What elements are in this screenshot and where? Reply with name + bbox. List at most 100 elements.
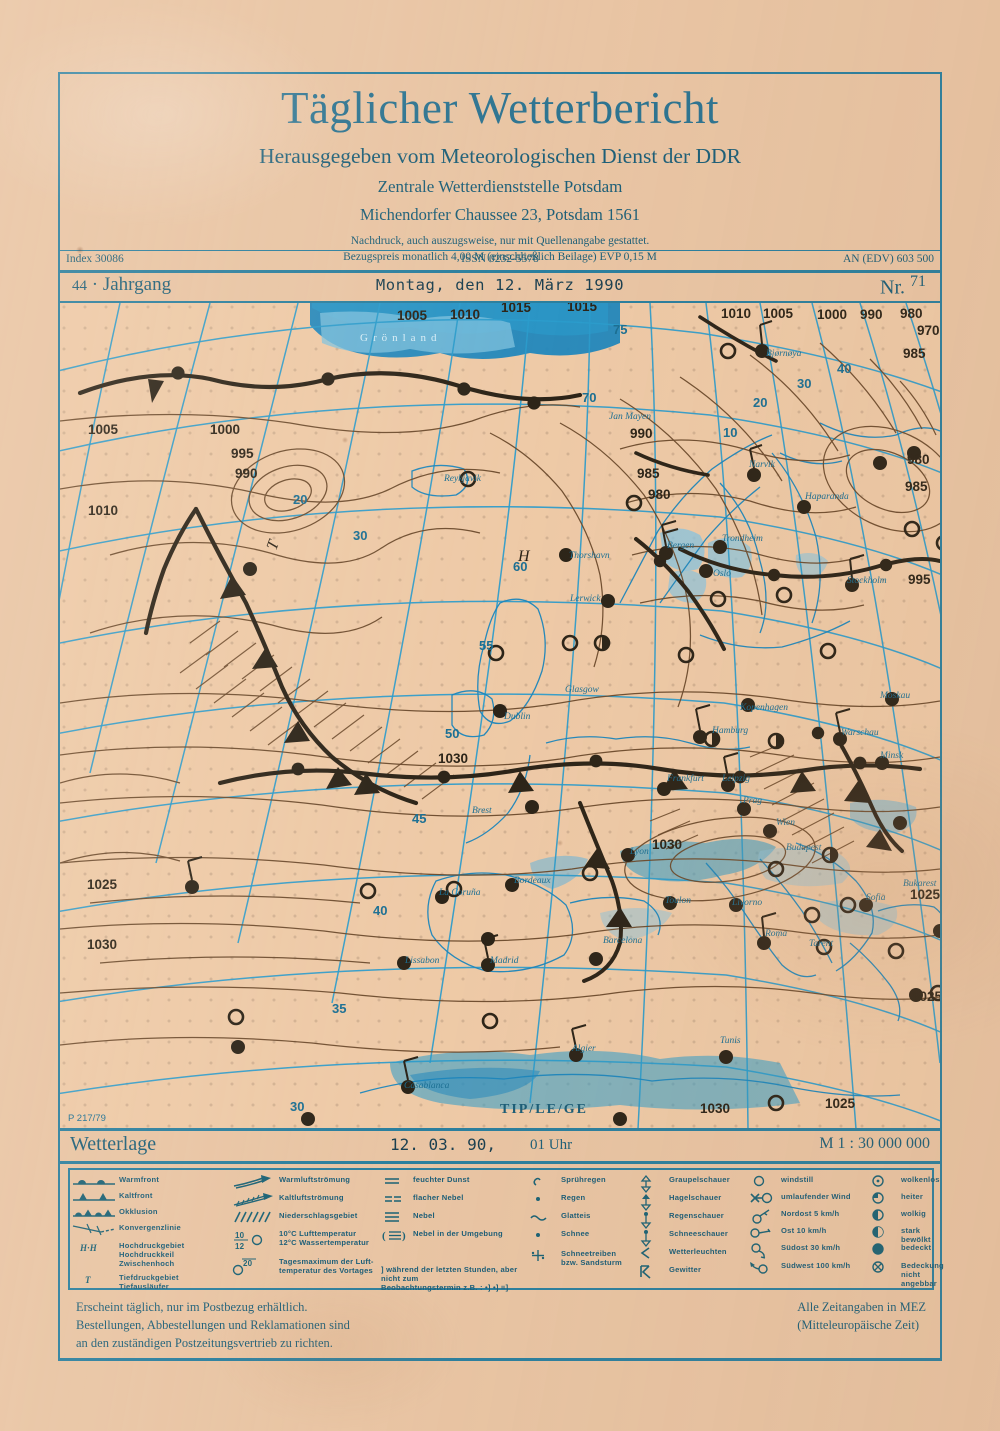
legend-column-flow: Warmluftströmung Kaltluftströmung Niedersc… <box>232 1173 381 1285</box>
volume-label: 44 · Jahrgang <box>72 274 172 295</box>
legend-item-label: Warmfront <box>119 1175 160 1184</box>
legend-item-label: Tagesmaximum der Luft- temperatur des Vo… <box>279 1257 374 1275</box>
legend-column-cloud: wolkenlos heiter wolkig stark bewölkt bedeck… <box>869 1173 944 1288</box>
legend-item-label: Tiefdruckgebiet Tiefausläufer <box>119 1273 179 1291</box>
legend-item: Gewitter <box>637 1265 701 1279</box>
legend-item: Schnee <box>529 1229 589 1241</box>
warmluftstroemung-symbol <box>233 1175 279 1189</box>
isobar-label: 1010 <box>450 307 480 322</box>
graticule-label: 50 <box>445 726 459 741</box>
graticule-label: 30 <box>290 1099 304 1114</box>
legend-item-label: Kaltluftströmung <box>279 1193 344 1202</box>
graticule-label: 30 <box>353 528 367 543</box>
legend-item-label: umlaufender Wind <box>781 1192 851 1201</box>
graticule-label: 40 <box>837 361 851 376</box>
index-row: Index 30086 ISSN 0232-5578 AN (EDV) 603 … <box>60 250 940 272</box>
temperatur-symbol: 10 12 <box>233 1229 279 1251</box>
legend-item-label: Sprühregen <box>561 1175 606 1184</box>
issue-number: 71 <box>910 273 926 290</box>
wolkig-symbol <box>869 1209 901 1221</box>
city-label: Toulon <box>665 896 691 906</box>
legend-item-label: Graupelschauer <box>669 1175 730 1184</box>
city-label: Leipzig <box>721 774 750 784</box>
isobar-label: 980 <box>900 306 923 321</box>
index-number: Index 30086 <box>66 253 124 265</box>
legend-column-fronts: Warmfront Kaltfront Okklusion Konvergenzlin… <box>72 1173 233 1291</box>
legend-item: Okklusion <box>73 1207 158 1219</box>
city-label: Trondheim <box>722 534 763 544</box>
hochdruck-symbol: H·H <box>73 1241 119 1253</box>
city-label: Bukarest <box>903 879 937 889</box>
legend-item: Bedeckung nicht angebbar <box>869 1261 944 1289</box>
svg-text:(: ( <box>382 1230 386 1242</box>
graticule-label: 55 <box>479 638 493 653</box>
city-label: Lyon <box>629 847 649 857</box>
legend-item: Konvergenzlinie <box>72 1223 181 1236</box>
isobar-label: 995 <box>231 446 254 461</box>
isobar-label: 1005 <box>88 422 119 437</box>
city-label: Hamburg <box>711 726 748 736</box>
legend-item: wolkenlos <box>869 1175 940 1187</box>
legend-item: flacher Nebel <box>381 1193 464 1205</box>
city-label: La Coruña <box>438 888 481 898</box>
graticule-label: 60 <box>513 559 527 574</box>
footer-left-line2: Bestellungen, Abbestellungen und Reklama… <box>76 1318 350 1333</box>
regen-symbol <box>529 1193 561 1205</box>
legend-item-label: ] während der letzten Stunden, aber nich… <box>381 1265 518 1292</box>
niederschlagsgebiet-symbol <box>233 1211 279 1223</box>
isobar-label: 1000 <box>210 422 240 437</box>
city-label: Sofia <box>866 892 886 903</box>
city-label: Lissabon <box>404 956 440 966</box>
footer: Erscheint täglich, nur im Postbezug erhä… <box>68 1298 934 1356</box>
hagelschauer-symbol <box>637 1193 669 1212</box>
legend-item: () Nebel in der Umgebung <box>381 1229 503 1242</box>
legend-column-precip: Sprühregen Regen Glatteis Schnee Schneetreib… <box>529 1173 637 1285</box>
legend-item-label: bedeckt <box>901 1243 932 1252</box>
wolkenlos-symbol <box>869 1175 901 1187</box>
wind-suedost-symbol <box>749 1243 781 1259</box>
city-label: Warschau <box>841 728 879 738</box>
bedeckt-symbol <box>869 1243 901 1255</box>
divider-map-top <box>58 301 942 304</box>
weather-map[interactable]: Grönland TIP/LE/GE <box>60 303 940 1129</box>
legend-item: stark bewölkt <box>869 1226 931 1245</box>
city-label: Thorshavn <box>569 551 610 561</box>
footer-left: Erscheint täglich, nur im Postbezug erhä… <box>76 1298 350 1352</box>
copyright-line: Nachdruck, auch auszugsweise, nur mit Qu… <box>350 235 650 247</box>
isobar-label: 1015 <box>501 303 532 315</box>
spruehregen-symbol <box>529 1175 561 1187</box>
konvergenzlinie-symbol <box>72 1223 119 1236</box>
legend-item-label: Nebel <box>413 1211 435 1220</box>
isobar-label: 1025 <box>825 1096 856 1111</box>
city-label: Glasgow <box>565 685 599 695</box>
legend-item-label: Nebel in der Umgebung <box>413 1229 503 1238</box>
isobar-label: 980 <box>648 487 671 502</box>
page-title: Täglicher Wetterbericht <box>280 83 720 133</box>
svg-text:20: 20 <box>243 1259 253 1268</box>
wind-nordost-symbol <box>749 1209 781 1224</box>
graupelschauer-symbol <box>637 1174 669 1194</box>
bedeckung-symbol <box>869 1261 901 1273</box>
legend-item: Kaltfront <box>73 1191 153 1203</box>
city-label: Stockholm <box>847 576 887 586</box>
legend-item-label: stark bewölkt <box>901 1226 931 1244</box>
wetterlage-bar: Wetterlage 12. 03. 90, 01 Uhr M 1 : 30 0… <box>60 1129 940 1162</box>
city-label: Livorno <box>731 898 762 908</box>
graticule-label: 20 <box>293 492 307 507</box>
wind-suedwest-symbol <box>749 1261 781 1275</box>
city-label: Haparanda <box>804 492 849 502</box>
legend-item-label: Bedeckung nicht angebbar <box>901 1261 944 1288</box>
legend-item: feuchter Dunst <box>381 1175 470 1187</box>
dateline-row: 44 · Jahrgang Montag, den 12. März 1990 … <box>60 272 940 302</box>
glatteis-symbol <box>529 1211 561 1223</box>
legend-item: 10 12 10°C Lufttemperatur 12°C Wassertempe… <box>233 1229 369 1251</box>
windstill-symbol <box>749 1175 781 1187</box>
legend-item: H·H Hochdruckgebiet Hochdruckkeil Zwische… <box>73 1241 184 1269</box>
graticule-label: 35 <box>332 1001 346 1016</box>
legend-item: windstill <box>749 1175 813 1187</box>
city-label: Brest <box>472 806 492 816</box>
graticule-label: 40 <box>373 903 387 918</box>
graticule-label: 70 <box>582 390 596 405</box>
kaltfront-symbol <box>73 1191 119 1203</box>
wetterleuchten-symbol <box>637 1247 669 1259</box>
